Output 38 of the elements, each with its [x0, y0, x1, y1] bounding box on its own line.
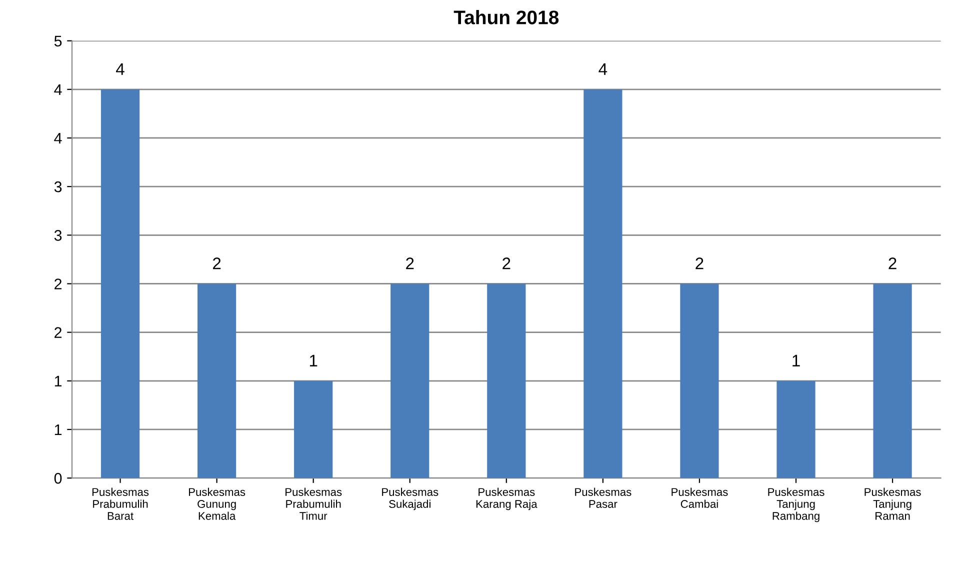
x-tick-label: Puskesmas Cambai [672, 488, 728, 508]
bar [294, 380, 333, 478]
data-label: 2 [502, 258, 510, 270]
x-tick-label: Puskesmas Prabumulih Barat [92, 488, 149, 520]
bar [390, 284, 430, 478]
data-label: 4 [598, 63, 608, 75]
y-tick-label: 2 [54, 278, 62, 290]
y-tick-label: 1 [54, 376, 62, 386]
y-tick-label: 3 [54, 230, 62, 241]
y-tick-label: 4 [54, 84, 62, 95]
y-tick-label: 0 [54, 472, 62, 484]
bar [197, 284, 236, 478]
bar [584, 89, 622, 478]
y-tick-label: 5 [54, 36, 62, 46]
data-label: 1 [310, 354, 318, 366]
y-tick-label: 4 [54, 133, 62, 144]
bar [100, 89, 140, 478]
data-label: 2 [888, 258, 896, 270]
x-tick-label: Puskesmas Sukajadi [382, 488, 438, 510]
data-label: 1 [792, 354, 800, 366]
y-tick-label: 3 [54, 181, 62, 192]
data-label: 2 [406, 258, 414, 270]
chart-title: Tahun 2018 [454, 10, 559, 24]
bar [680, 284, 719, 478]
x-tick-label: Puskesmas Tanjung Rambang [768, 488, 824, 522]
data-label: 4 [116, 63, 124, 75]
y-tick-label: 2 [54, 327, 62, 338]
bar [776, 380, 816, 478]
bar [873, 284, 912, 478]
data-label: 2 [696, 258, 704, 270]
x-tick-label: Puskesmas Tanjung Raman [864, 488, 921, 520]
data-label: 2 [213, 258, 221, 270]
bar [487, 284, 526, 478]
y-tick-label: 1 [54, 424, 62, 436]
x-tick-label: Puskesmas Pasar [575, 488, 632, 508]
x-tick-label: Puskesmas Gunung Kemala [189, 488, 246, 520]
x-tick-label: Puskesmas Karang Raja [476, 488, 538, 510]
x-tick-label: Puskesmas Prabumulih Timur [286, 488, 342, 520]
